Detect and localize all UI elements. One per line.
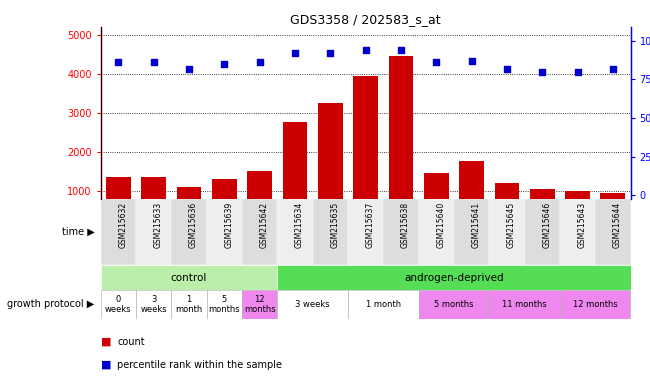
Bar xyxy=(419,199,454,265)
Point xyxy=(219,61,229,67)
Bar xyxy=(525,199,560,265)
Bar xyxy=(278,290,348,319)
Point xyxy=(537,69,547,75)
Bar xyxy=(424,173,448,230)
Text: 0
weeks: 0 weeks xyxy=(105,295,132,314)
Text: GSM215644: GSM215644 xyxy=(613,202,622,248)
Bar xyxy=(106,177,131,230)
Point xyxy=(502,66,512,72)
Bar xyxy=(212,179,237,230)
Text: 1
month: 1 month xyxy=(176,295,203,314)
Bar xyxy=(136,199,172,265)
Bar xyxy=(495,183,519,230)
Text: 11 months: 11 months xyxy=(502,300,547,309)
Bar xyxy=(172,199,207,265)
Text: androgen-deprived: androgen-deprived xyxy=(404,273,504,283)
Bar xyxy=(560,199,595,265)
Point xyxy=(113,60,124,66)
Bar xyxy=(353,76,378,230)
Point xyxy=(608,66,618,72)
Bar xyxy=(565,191,590,230)
Bar xyxy=(242,290,278,319)
Text: time ▶: time ▶ xyxy=(62,227,94,237)
Text: GSM215646: GSM215646 xyxy=(542,202,551,248)
Text: GSM215640: GSM215640 xyxy=(436,202,445,248)
Bar xyxy=(348,290,419,319)
Text: 3
weeks: 3 weeks xyxy=(140,295,167,314)
Bar xyxy=(207,199,242,265)
Text: GSM215636: GSM215636 xyxy=(189,202,198,248)
Text: 5 months: 5 months xyxy=(434,300,474,309)
Bar xyxy=(136,290,172,319)
Point xyxy=(572,69,582,75)
Bar xyxy=(177,187,202,230)
Point xyxy=(290,50,300,56)
Bar xyxy=(489,290,560,319)
Text: GSM215632: GSM215632 xyxy=(118,202,127,248)
Text: ■: ■ xyxy=(101,360,111,370)
Bar xyxy=(601,193,625,230)
Text: growth protocol ▶: growth protocol ▶ xyxy=(7,300,94,310)
Bar xyxy=(530,189,554,230)
Text: 12 months: 12 months xyxy=(573,300,618,309)
Text: GSM215635: GSM215635 xyxy=(330,202,339,248)
Bar xyxy=(318,103,343,230)
Bar xyxy=(348,199,383,265)
Point xyxy=(184,66,194,72)
Bar xyxy=(247,171,272,230)
Bar xyxy=(595,199,630,265)
Bar xyxy=(459,162,484,230)
Point xyxy=(466,58,476,64)
Bar xyxy=(489,199,525,265)
Point xyxy=(325,50,335,56)
Bar xyxy=(242,199,278,265)
Bar xyxy=(389,56,413,230)
Bar xyxy=(141,177,166,230)
Text: GSM215642: GSM215642 xyxy=(259,202,268,248)
Text: GSM215633: GSM215633 xyxy=(153,202,162,248)
Text: GSM215641: GSM215641 xyxy=(471,202,480,248)
Point xyxy=(254,60,265,66)
Bar xyxy=(419,290,489,319)
Text: 5
months: 5 months xyxy=(209,295,240,314)
Bar xyxy=(283,122,307,230)
Bar xyxy=(207,290,242,319)
Text: GSM215639: GSM215639 xyxy=(224,202,233,248)
Title: GDS3358 / 202583_s_at: GDS3358 / 202583_s_at xyxy=(291,13,441,26)
Point xyxy=(431,60,441,66)
Bar xyxy=(278,265,630,290)
Text: control: control xyxy=(171,273,207,283)
Point xyxy=(148,60,159,66)
Point xyxy=(396,47,406,53)
Bar xyxy=(384,199,419,265)
Bar xyxy=(101,199,136,265)
Text: GSM215645: GSM215645 xyxy=(507,202,516,248)
Text: 12
months: 12 months xyxy=(244,295,276,314)
Text: GSM215643: GSM215643 xyxy=(577,202,586,248)
Text: GSM215634: GSM215634 xyxy=(295,202,304,248)
Bar xyxy=(101,290,136,319)
Bar xyxy=(454,199,489,265)
Bar xyxy=(172,290,207,319)
Bar xyxy=(313,199,348,265)
Bar xyxy=(101,265,278,290)
Text: count: count xyxy=(117,337,144,347)
Text: GSM215638: GSM215638 xyxy=(401,202,410,248)
Text: GSM215637: GSM215637 xyxy=(365,202,374,248)
Point xyxy=(360,47,370,53)
Text: percentile rank within the sample: percentile rank within the sample xyxy=(117,360,282,370)
Text: 3 weeks: 3 weeks xyxy=(295,300,330,309)
Text: 1 month: 1 month xyxy=(366,300,401,309)
Text: ■: ■ xyxy=(101,337,111,347)
Bar xyxy=(560,290,630,319)
Bar xyxy=(278,199,313,265)
